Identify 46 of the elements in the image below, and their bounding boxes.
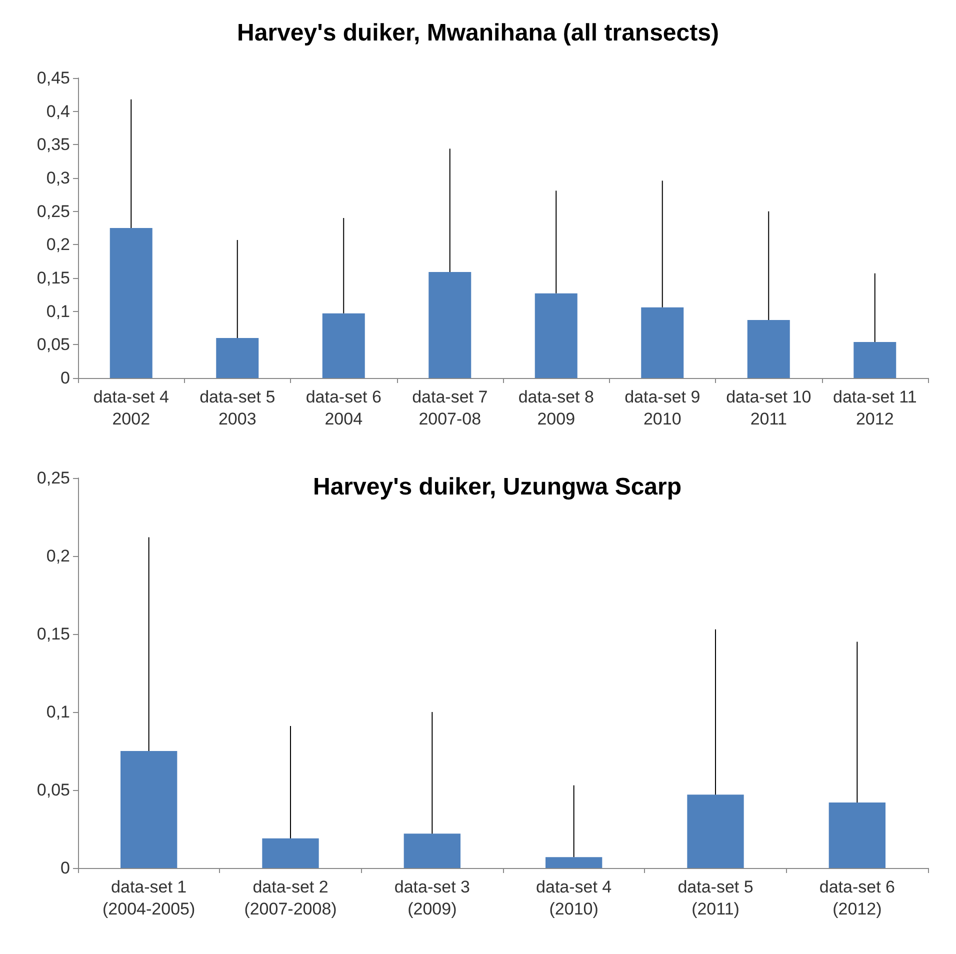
- bar: [687, 794, 744, 868]
- chart-title: Harvey's duiker, Uzungwa Scarp: [313, 474, 682, 500]
- x-tick-label: data-set 9 2010: [624, 388, 700, 428]
- y-tick-label: 0,25: [36, 202, 70, 221]
- y-tick-label: 0: [60, 368, 70, 388]
- x-tick-label: data-set 2 (2007-2008): [244, 878, 337, 918]
- y-tick-label: 0,1: [46, 302, 70, 321]
- x-tick-label: data-set 6 (2012): [819, 878, 895, 918]
- bar: [641, 307, 684, 378]
- bar: [404, 834, 460, 868]
- y-tick-label: 0: [60, 858, 70, 878]
- x-tick-label: data-set 7 2007-08: [412, 388, 488, 428]
- bar: [322, 313, 365, 378]
- bar: [534, 293, 578, 378]
- x-tick-label: data-set 4 2002: [93, 388, 169, 428]
- chart-title: Harvey's duiker, Mwanihana (all transects): [237, 20, 719, 46]
- x-tick-label: data-set 1 (2004-2005): [102, 878, 196, 918]
- y-tick-label: 0,2: [46, 235, 70, 254]
- y-tick-label: 0,2: [46, 546, 70, 566]
- bar: [747, 320, 790, 378]
- y-tick-label: 0,1: [46, 702, 70, 722]
- y-tick-label: 0,15: [36, 624, 70, 644]
- y-tick-label: 0,4: [46, 102, 70, 121]
- bar: [216, 338, 259, 378]
- x-tick-label: data-set 6 2004: [306, 388, 382, 428]
- y-tick-label: 0,35: [36, 135, 70, 154]
- x-tick-label: data-set 10 2011: [726, 388, 812, 428]
- y-tick-label: 0,45: [36, 68, 70, 88]
- x-tick-label: data-set 3 (2009): [394, 878, 470, 918]
- y-tick-label: 0,25: [36, 468, 70, 488]
- bar: [854, 342, 896, 378]
- y-tick-label: 0,3: [46, 168, 70, 188]
- x-tick-label: data-set 5 2003: [200, 388, 276, 428]
- y-tick-label: 0,05: [36, 335, 70, 354]
- bar: [262, 838, 319, 868]
- bar: [546, 857, 602, 868]
- x-tick-label: data-set 5 (2011): [678, 878, 754, 918]
- y-tick-label: 0,15: [36, 268, 70, 288]
- bar: [828, 802, 886, 868]
- bar: [428, 272, 472, 378]
- bar: [110, 228, 152, 378]
- y-tick-label: 0,05: [36, 780, 70, 800]
- x-tick-label: data-set 4 (2010): [536, 878, 612, 918]
- x-tick-label: data-set 11 2012: [832, 388, 917, 428]
- bar: [120, 751, 178, 868]
- x-tick-label: data-set 8 2009: [518, 388, 594, 428]
